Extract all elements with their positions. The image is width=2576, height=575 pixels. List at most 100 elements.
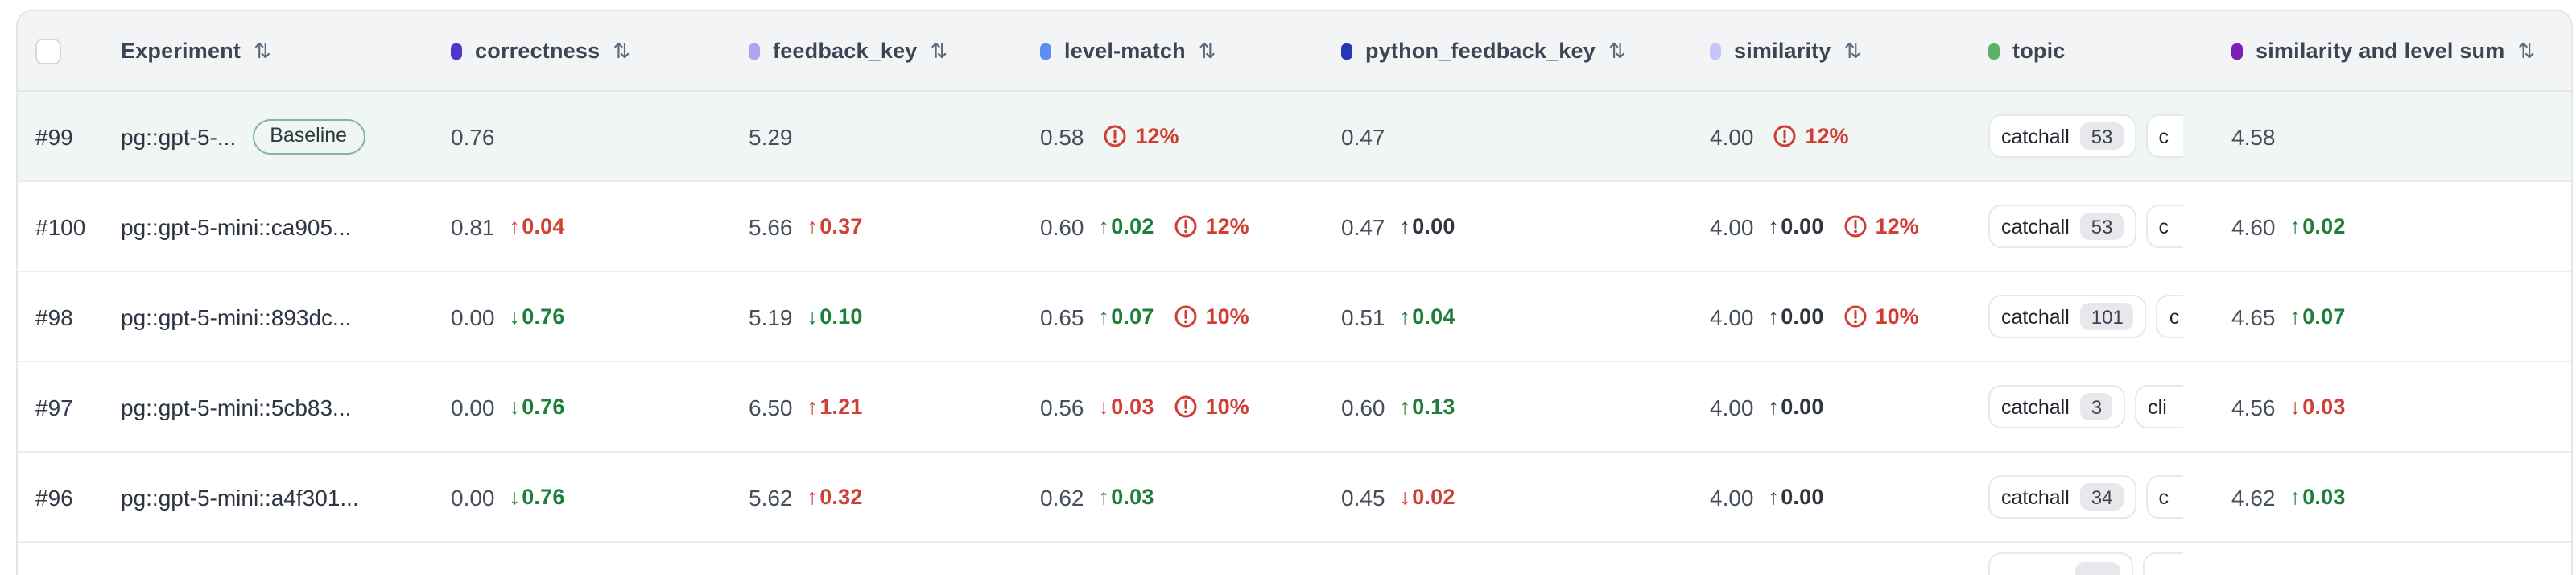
alert-circle-icon — [1773, 125, 1797, 147]
experiment-name: pg::gpt-5-mini::ca905... — [121, 213, 352, 239]
table-row-98[interactable]: #98 pg::gpt-5-mini::893dc... 0.00 ↓ 0.76 5.19… — [18, 272, 2571, 362]
topic-badge: catchall 53 — [1988, 205, 2136, 248]
table-row-99[interactable]: #99 pg::gpt-5-... Baseline 0.76 5.29 0.58 12% 0… — [18, 92, 2571, 182]
metric-delta: ↑ 0.04 — [1399, 304, 1455, 329]
feedback-color-dot — [1988, 43, 2000, 59]
sort-icon[interactable]: ⇅ — [930, 38, 948, 62]
cell-experiment[interactable]: pg::gpt-5-mini::893dc... — [121, 272, 351, 361]
select-all-checkbox[interactable] — [35, 38, 61, 64]
cell-similarity: 4.00 ↑ 0.00 12% — [1710, 182, 1919, 271]
alert-percent: 10% — [1205, 395, 1249, 419]
metric-value: 0.00 — [451, 484, 495, 510]
cell-experiment[interactable]: pg::gpt-5-... Baseline — [121, 92, 365, 180]
topic-badge-count: 3 — [2080, 393, 2113, 420]
cell-sum: 4.62 ↑ 0.03 — [2231, 453, 2346, 541]
table-row-partial — [18, 543, 2571, 575]
table-row-100[interactable]: #100 pg::gpt-5-mini::ca905... 0.81 ↑ 0.04 5.6… — [18, 182, 2571, 272]
column-label: correctness — [475, 39, 601, 63]
arrow-up-icon: ↑ — [1098, 304, 1110, 329]
column-header-similarity[interactable]: similarity ⇅ — [1710, 11, 1861, 90]
cell-topic: catchall 53 c — [1988, 182, 2183, 271]
topic-badge-count: 53 — [2080, 122, 2124, 150]
metric-value: 4.60 — [2231, 213, 2276, 239]
column-header-python_feedback_key[interactable]: python_feedback_key ⇅ — [1341, 11, 1626, 90]
metric-delta: ↑ 0.13 — [1399, 395, 1455, 419]
topic-badge-label: cli — [2148, 395, 2167, 418]
cell-experiment[interactable]: pg::gpt-5-mini::5cb83... — [121, 362, 351, 451]
topic-badge — [2143, 552, 2183, 575]
metric-value: 0.65 — [1040, 304, 1084, 329]
column-label: topic — [2013, 39, 2066, 63]
regression-alert: 12% — [1104, 124, 1179, 148]
cell-python_feedback_key: 0.51 ↑ 0.04 — [1341, 272, 1455, 361]
metric-delta: ↑ 1.21 — [807, 395, 863, 419]
topic-badge: c — [2145, 475, 2183, 519]
metric-value: 0.47 — [1341, 123, 1385, 149]
cell-similarity: 4.00 ↑ 0.00 10% — [1710, 272, 1919, 361]
experiment-name: pg::gpt-5-mini::a4f301... — [121, 484, 359, 510]
arrow-up-icon: ↑ — [1768, 485, 1780, 509]
sort-icon[interactable]: ⇅ — [1608, 38, 1626, 62]
arrow-up-icon: ↑ — [509, 214, 521, 238]
arrow-up-icon: ↑ — [1399, 304, 1411, 329]
alert-circle-icon — [1844, 305, 1867, 328]
metric-value: 0.56 — [1040, 394, 1084, 420]
metric-value: 0.51 — [1341, 304, 1385, 329]
arrow-up-icon: ↑ — [2289, 214, 2301, 238]
sort-icon[interactable]: ⇅ — [1198, 38, 1216, 62]
cell-level_match: 0.65 ↑ 0.07 10% — [1040, 272, 1249, 361]
regression-alert: 10% — [1843, 304, 1919, 329]
metric-delta: ↑ 0.00 — [1768, 304, 1824, 329]
metric-value: 4.00 — [1710, 394, 1754, 420]
arrow-up-icon: ↑ — [1768, 395, 1780, 419]
metric-value: 4.00 — [1710, 304, 1754, 329]
column-header-sum[interactable]: similarity and level sum ⇅ — [2231, 11, 2535, 90]
metric-value: 0.00 — [451, 394, 495, 420]
regression-alert: 12% — [1843, 214, 1919, 238]
column-header-correctness[interactable]: correctness ⇅ — [451, 11, 630, 90]
cell-sum: 4.60 ↑ 0.02 — [2231, 182, 2346, 271]
sort-icon[interactable]: ⇅ — [613, 38, 631, 62]
cell-level_match: 0.60 ↑ 0.02 12% — [1040, 182, 1249, 271]
cell-correctness: 0.76 — [451, 92, 495, 180]
column-header-level_match[interactable]: level-match ⇅ — [1040, 11, 1216, 90]
cell-topic: catchall 53 c — [1988, 92, 2183, 180]
cell-topic — [1988, 543, 2183, 575]
metric-value: 4.62 — [2231, 484, 2276, 510]
cell-experiment[interactable]: pg::gpt-5-mini::a4f301... — [121, 453, 359, 541]
arrow-down-icon: ↓ — [2289, 395, 2301, 419]
topic-badge-count — [2075, 561, 2120, 575]
regression-alert: 12% — [1174, 214, 1249, 238]
metric-delta: ↑ 0.04 — [509, 214, 565, 238]
metric-delta: ↓ 0.02 — [1399, 485, 1455, 509]
feedback-color-dot — [2231, 43, 2243, 59]
column-header-experiment[interactable]: Experiment ⇅ — [121, 11, 271, 90]
table-body: #99 pg::gpt-5-... Baseline 0.76 5.29 0.58 12% 0… — [18, 92, 2571, 575]
sort-icon[interactable]: ⇅ — [254, 38, 271, 62]
cell-python_feedback_key: 0.47 ↑ 0.00 — [1341, 182, 1455, 271]
cell-experiment[interactable]: pg::gpt-5-mini::ca905... — [121, 182, 351, 271]
cell-feedback_key: 5.19 ↓ 0.10 — [749, 272, 863, 361]
sort-icon[interactable]: ⇅ — [1843, 38, 1862, 62]
alert-circle-icon — [1174, 305, 1197, 328]
table-row-96[interactable]: #96 pg::gpt-5-mini::a4f301... 0.00 ↓ 0.76 5.6… — [18, 453, 2571, 543]
alert-percent: 10% — [1875, 304, 1919, 329]
alert-percent: 12% — [1135, 124, 1179, 148]
column-header-topic[interactable]: topic — [1988, 11, 2183, 90]
metric-delta: ↑ 0.37 — [807, 214, 863, 238]
sort-icon[interactable]: ⇅ — [2517, 38, 2536, 62]
cell-similarity: 4.00 12% — [1710, 92, 1849, 180]
metric-value: 4.58 — [2231, 123, 2276, 149]
arrow-up-icon: ↑ — [1768, 214, 1780, 238]
metric-value: 5.66 — [749, 213, 793, 239]
topic-badge-count: 101 — [2080, 303, 2134, 330]
column-header-feedback_key[interactable]: feedback_key ⇅ — [749, 11, 947, 90]
topic-badge: c — [2145, 114, 2183, 158]
table-row-97[interactable]: #97 pg::gpt-5-mini::5cb83... 0.00 ↓ 0.76 6.50… — [18, 362, 2571, 453]
metric-value: 0.47 — [1341, 213, 1385, 239]
cell-correctness: 0.00 ↓ 0.76 — [451, 453, 565, 541]
topic-badge-label: catchall — [2001, 486, 2070, 508]
metric-value: 4.00 — [1710, 484, 1754, 510]
topic-badge-count: 34 — [2080, 483, 2124, 511]
arrow-down-icon: ↓ — [509, 395, 521, 419]
